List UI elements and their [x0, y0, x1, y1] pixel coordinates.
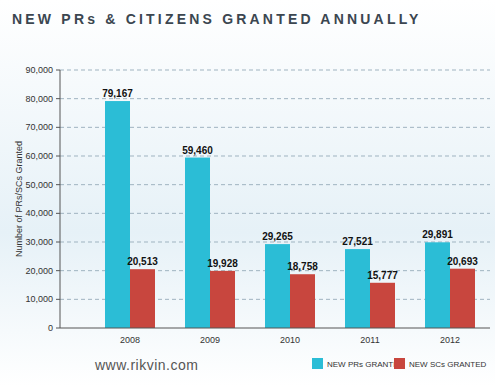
tick-mark	[56, 156, 60, 157]
bar	[185, 158, 210, 328]
annotation: www.rikvin.com	[94, 357, 198, 373]
x-axis	[60, 328, 490, 329]
legend: NEW PRs GRANTED NEW SCs GRANTED	[312, 358, 487, 369]
legend-swatch	[394, 358, 405, 369]
tick-label: 20,000	[25, 266, 53, 276]
bar	[345, 249, 370, 328]
data-label: 79,167	[102, 88, 133, 99]
tick-mark	[56, 98, 60, 99]
tick-mark	[56, 270, 60, 271]
grid-line	[60, 70, 490, 71]
y-axis	[60, 70, 61, 328]
category-label: 2008	[120, 335, 140, 345]
tick-mark	[56, 299, 60, 300]
category-label: 2011	[360, 335, 379, 345]
page: {"chart_data": {"type": "bar", "title": …	[0, 0, 495, 387]
data-label: 20,693	[447, 256, 478, 267]
bar	[370, 283, 395, 328]
category-label: 2010	[280, 335, 300, 345]
bar	[130, 269, 155, 328]
tick-label: 70,000	[25, 122, 53, 132]
tick-label: 80,000	[25, 94, 53, 104]
bar	[290, 274, 315, 328]
tick-label: 60,000	[25, 151, 53, 161]
tick-label: 40,000	[25, 208, 53, 218]
bars	[105, 101, 475, 328]
y-ticks: 0 10,000 20,000 30,000 40,000 50,000 60,000 70,…	[25, 65, 490, 333]
y-axis-label: Number of PRs/SCs Granted	[14, 141, 24, 257]
category-label: 2012	[440, 335, 460, 345]
category-label: 2009	[200, 335, 220, 345]
data-label: 27,521	[342, 236, 373, 247]
background	[0, 0, 495, 387]
tick-mark	[56, 242, 60, 243]
x-ticks: 2008 2009 2010 2011 2012	[120, 335, 460, 345]
bar	[210, 271, 235, 328]
data-label: 29,891	[422, 229, 453, 240]
tick-mark	[56, 127, 60, 128]
bar	[265, 244, 290, 328]
tick-mark	[56, 213, 60, 214]
tick-label: 0	[48, 323, 53, 333]
legend-label: NEW SCs GRANTED	[409, 360, 487, 369]
data-labels: 79,167 59,460 29,265 27,521 29,891 20,513 19,9…	[102, 88, 478, 281]
tick-mark	[56, 184, 60, 185]
data-label: 59,460	[182, 145, 213, 156]
tick-label: 50,000	[25, 180, 53, 190]
data-label: 18,758	[287, 261, 318, 272]
data-label: 20,513	[127, 256, 158, 267]
data-label: 15,777	[367, 270, 398, 281]
legend-label: NEW PRs GRANTED	[327, 360, 405, 369]
tick-label: 90,000	[25, 65, 53, 75]
data-label: 29,265	[262, 231, 293, 242]
tick-mark	[56, 328, 60, 329]
tick-label: 10,000	[25, 294, 53, 304]
bar	[450, 269, 475, 328]
data-label: 19,928	[207, 258, 238, 269]
tick-mark	[56, 70, 60, 71]
chart: NEW PRs & CITIZENS GRANTED ANNUALLY Numbe…	[0, 0, 495, 387]
bar	[105, 101, 130, 328]
title: NEW PRs & CITIZENS GRANTED ANNUALLY	[12, 11, 422, 27]
tick-label: 30,000	[25, 237, 53, 247]
legend-swatch	[312, 358, 323, 369]
